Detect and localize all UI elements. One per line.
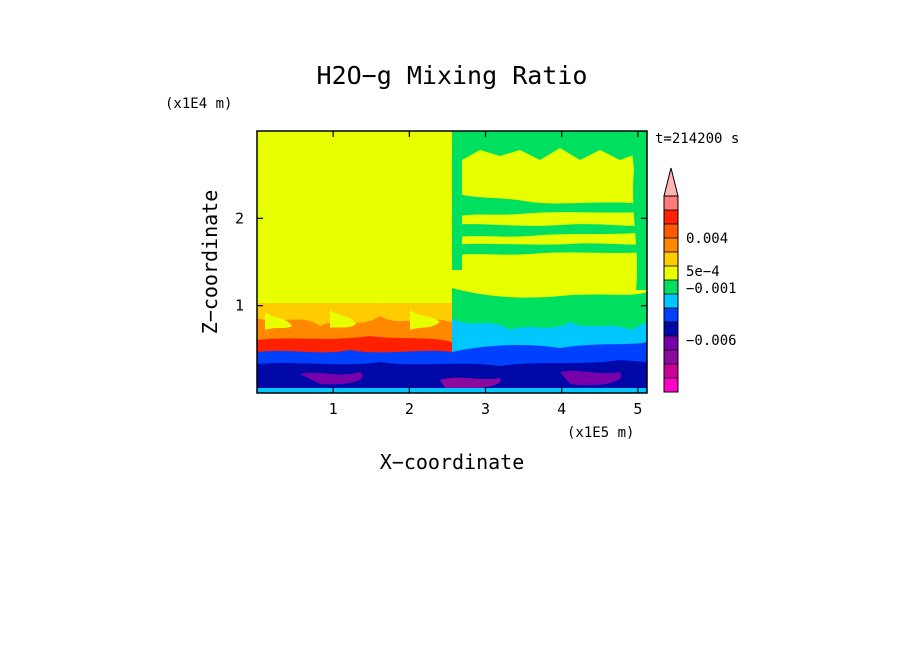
- colorbar-label: −0.006: [686, 333, 737, 349]
- chart-title: H2O−g Mixing Ratio: [317, 61, 588, 90]
- colorbar-label: 5e−4: [686, 264, 720, 280]
- time-label: t=214200 s: [655, 131, 739, 147]
- colorbar-segment: [664, 210, 678, 224]
- y-axis-label: Z−coordinate: [198, 190, 222, 335]
- colorbar-extend-arrow: [663, 167, 679, 197]
- colorbar-segment: [664, 266, 678, 280]
- x-tick-label: 4: [557, 400, 566, 418]
- x-unit-label: (x1E5 m): [567, 425, 634, 441]
- colorbar-segment: [664, 350, 678, 364]
- x-axis-label: X−coordinate: [380, 450, 525, 474]
- colorbar-segment: [664, 322, 678, 336]
- x-tick-label: 3: [481, 400, 490, 418]
- colorbar-segment: [664, 252, 678, 266]
- colorbar-segment: [664, 280, 678, 294]
- colorbar-segment: [664, 224, 678, 238]
- plot-frame: [256, 130, 648, 394]
- colorbar-label: 0.004: [686, 231, 728, 247]
- y-axis: 12: [235, 209, 647, 315]
- x-axis: 1 2 3 4 5: [329, 131, 642, 418]
- x-tick-label: 2: [405, 400, 414, 418]
- colorbar-segment: [664, 196, 678, 210]
- colorbar-label: −0.001: [686, 281, 737, 297]
- colorbar-segment: [664, 294, 678, 308]
- colorbar-segment: [664, 238, 678, 252]
- y-tick-label: 2: [235, 209, 244, 227]
- y-unit-label: (x1E4 m): [165, 96, 232, 112]
- colorbar-segment: [664, 364, 678, 378]
- x-tick-label: 5: [633, 400, 642, 418]
- colorbar-frame: [663, 195, 679, 393]
- colorbar-labels: 0.004 5e−4 −0.001 −0.006: [686, 231, 737, 349]
- y-tick-label: 1: [235, 297, 244, 315]
- colorbar-segment: [664, 336, 678, 350]
- colorbar-segment: [664, 308, 678, 322]
- contour-field: [257, 131, 647, 393]
- colorbar: [663, 167, 679, 393]
- colorbar-segment: [664, 378, 678, 392]
- x-tick-label: 1: [329, 400, 338, 418]
